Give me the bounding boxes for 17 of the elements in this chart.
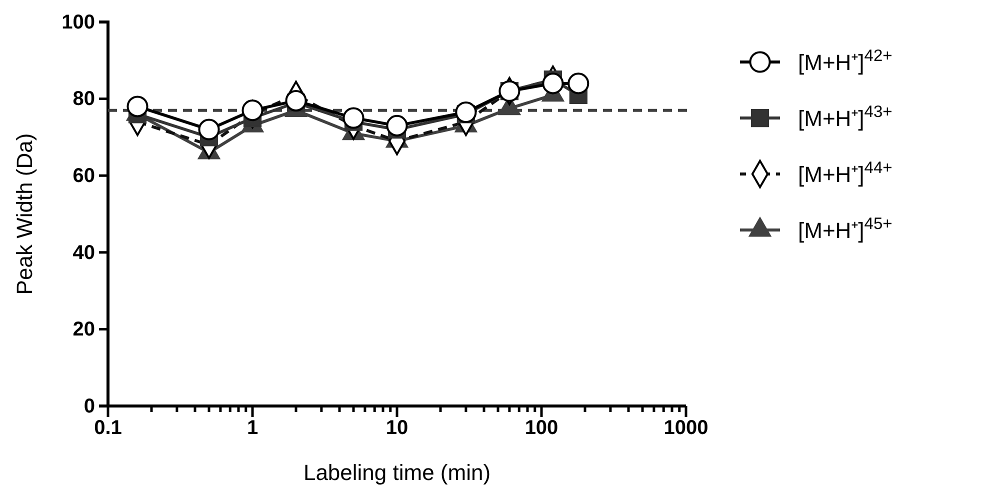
y-tick-label: 80 — [72, 88, 95, 110]
x-tick-label: 1 — [246, 417, 258, 440]
y-tick-label: 0 — [84, 395, 95, 418]
legend-label: [M+H⁺]$^{45+}$ — [798, 215, 892, 243]
y-axis-title: Peak Width (Da) — [12, 133, 37, 295]
y-tick-label: 100 — [62, 11, 95, 34]
legend-label: [M+H⁺]$^{44+}$ — [798, 159, 892, 187]
x-tick-label: 100 — [524, 417, 558, 440]
legend-label: [M+H⁺]$^{42+}$ — [798, 47, 892, 75]
x-tick-label: 0.1 — [94, 417, 122, 440]
y-tick-label: 20 — [72, 318, 95, 341]
y-tick-label: 40 — [72, 242, 95, 264]
x-axis-title: Labeling time (min) — [303, 460, 491, 485]
y-tick-label: 60 — [72, 165, 95, 187]
legend-label: [M+H⁺]$^{43+}$ — [798, 103, 892, 131]
x-tick-label: 10 — [386, 417, 408, 440]
x-tick-label: 1000 — [664, 417, 708, 440]
